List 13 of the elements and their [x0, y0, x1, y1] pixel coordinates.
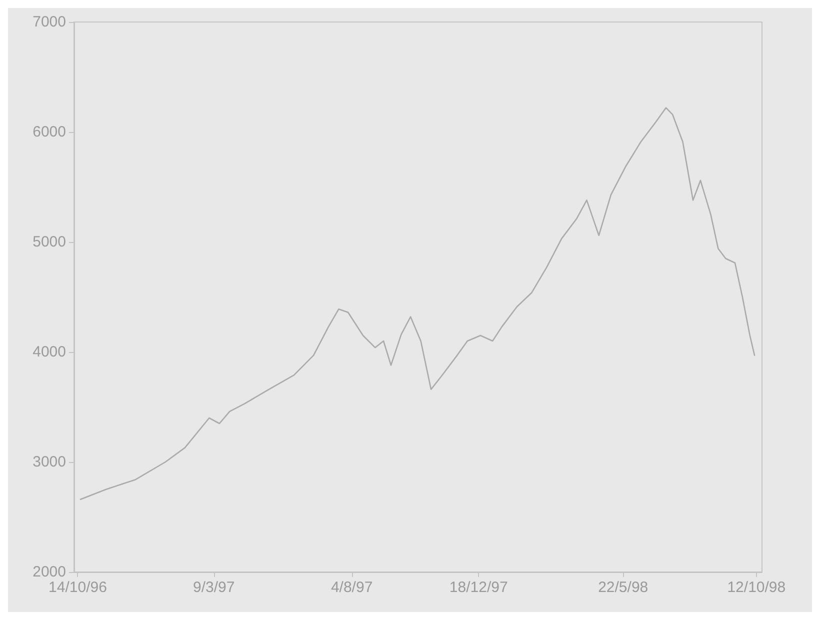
y-tick-label: 5000: [32, 234, 66, 250]
x-tick-label: 22/5/98: [598, 579, 648, 596]
y-tick-label: 3000: [32, 454, 66, 470]
x-tick-label: 14/10/96: [48, 579, 107, 596]
y-tick-label: 4000: [32, 344, 66, 360]
y-tick-label: 6000: [32, 124, 66, 140]
line-series: [80, 107, 756, 500]
y-tick-label: 7000: [32, 14, 66, 30]
x-tick-label: 12/10/98: [727, 579, 786, 596]
y-tick-label: 2000: [32, 564, 66, 580]
x-tick-label: 4/8/97: [330, 579, 373, 596]
x-tick-label: 18/12/97: [449, 579, 508, 596]
x-tick-label: 9/3/97: [192, 579, 235, 596]
